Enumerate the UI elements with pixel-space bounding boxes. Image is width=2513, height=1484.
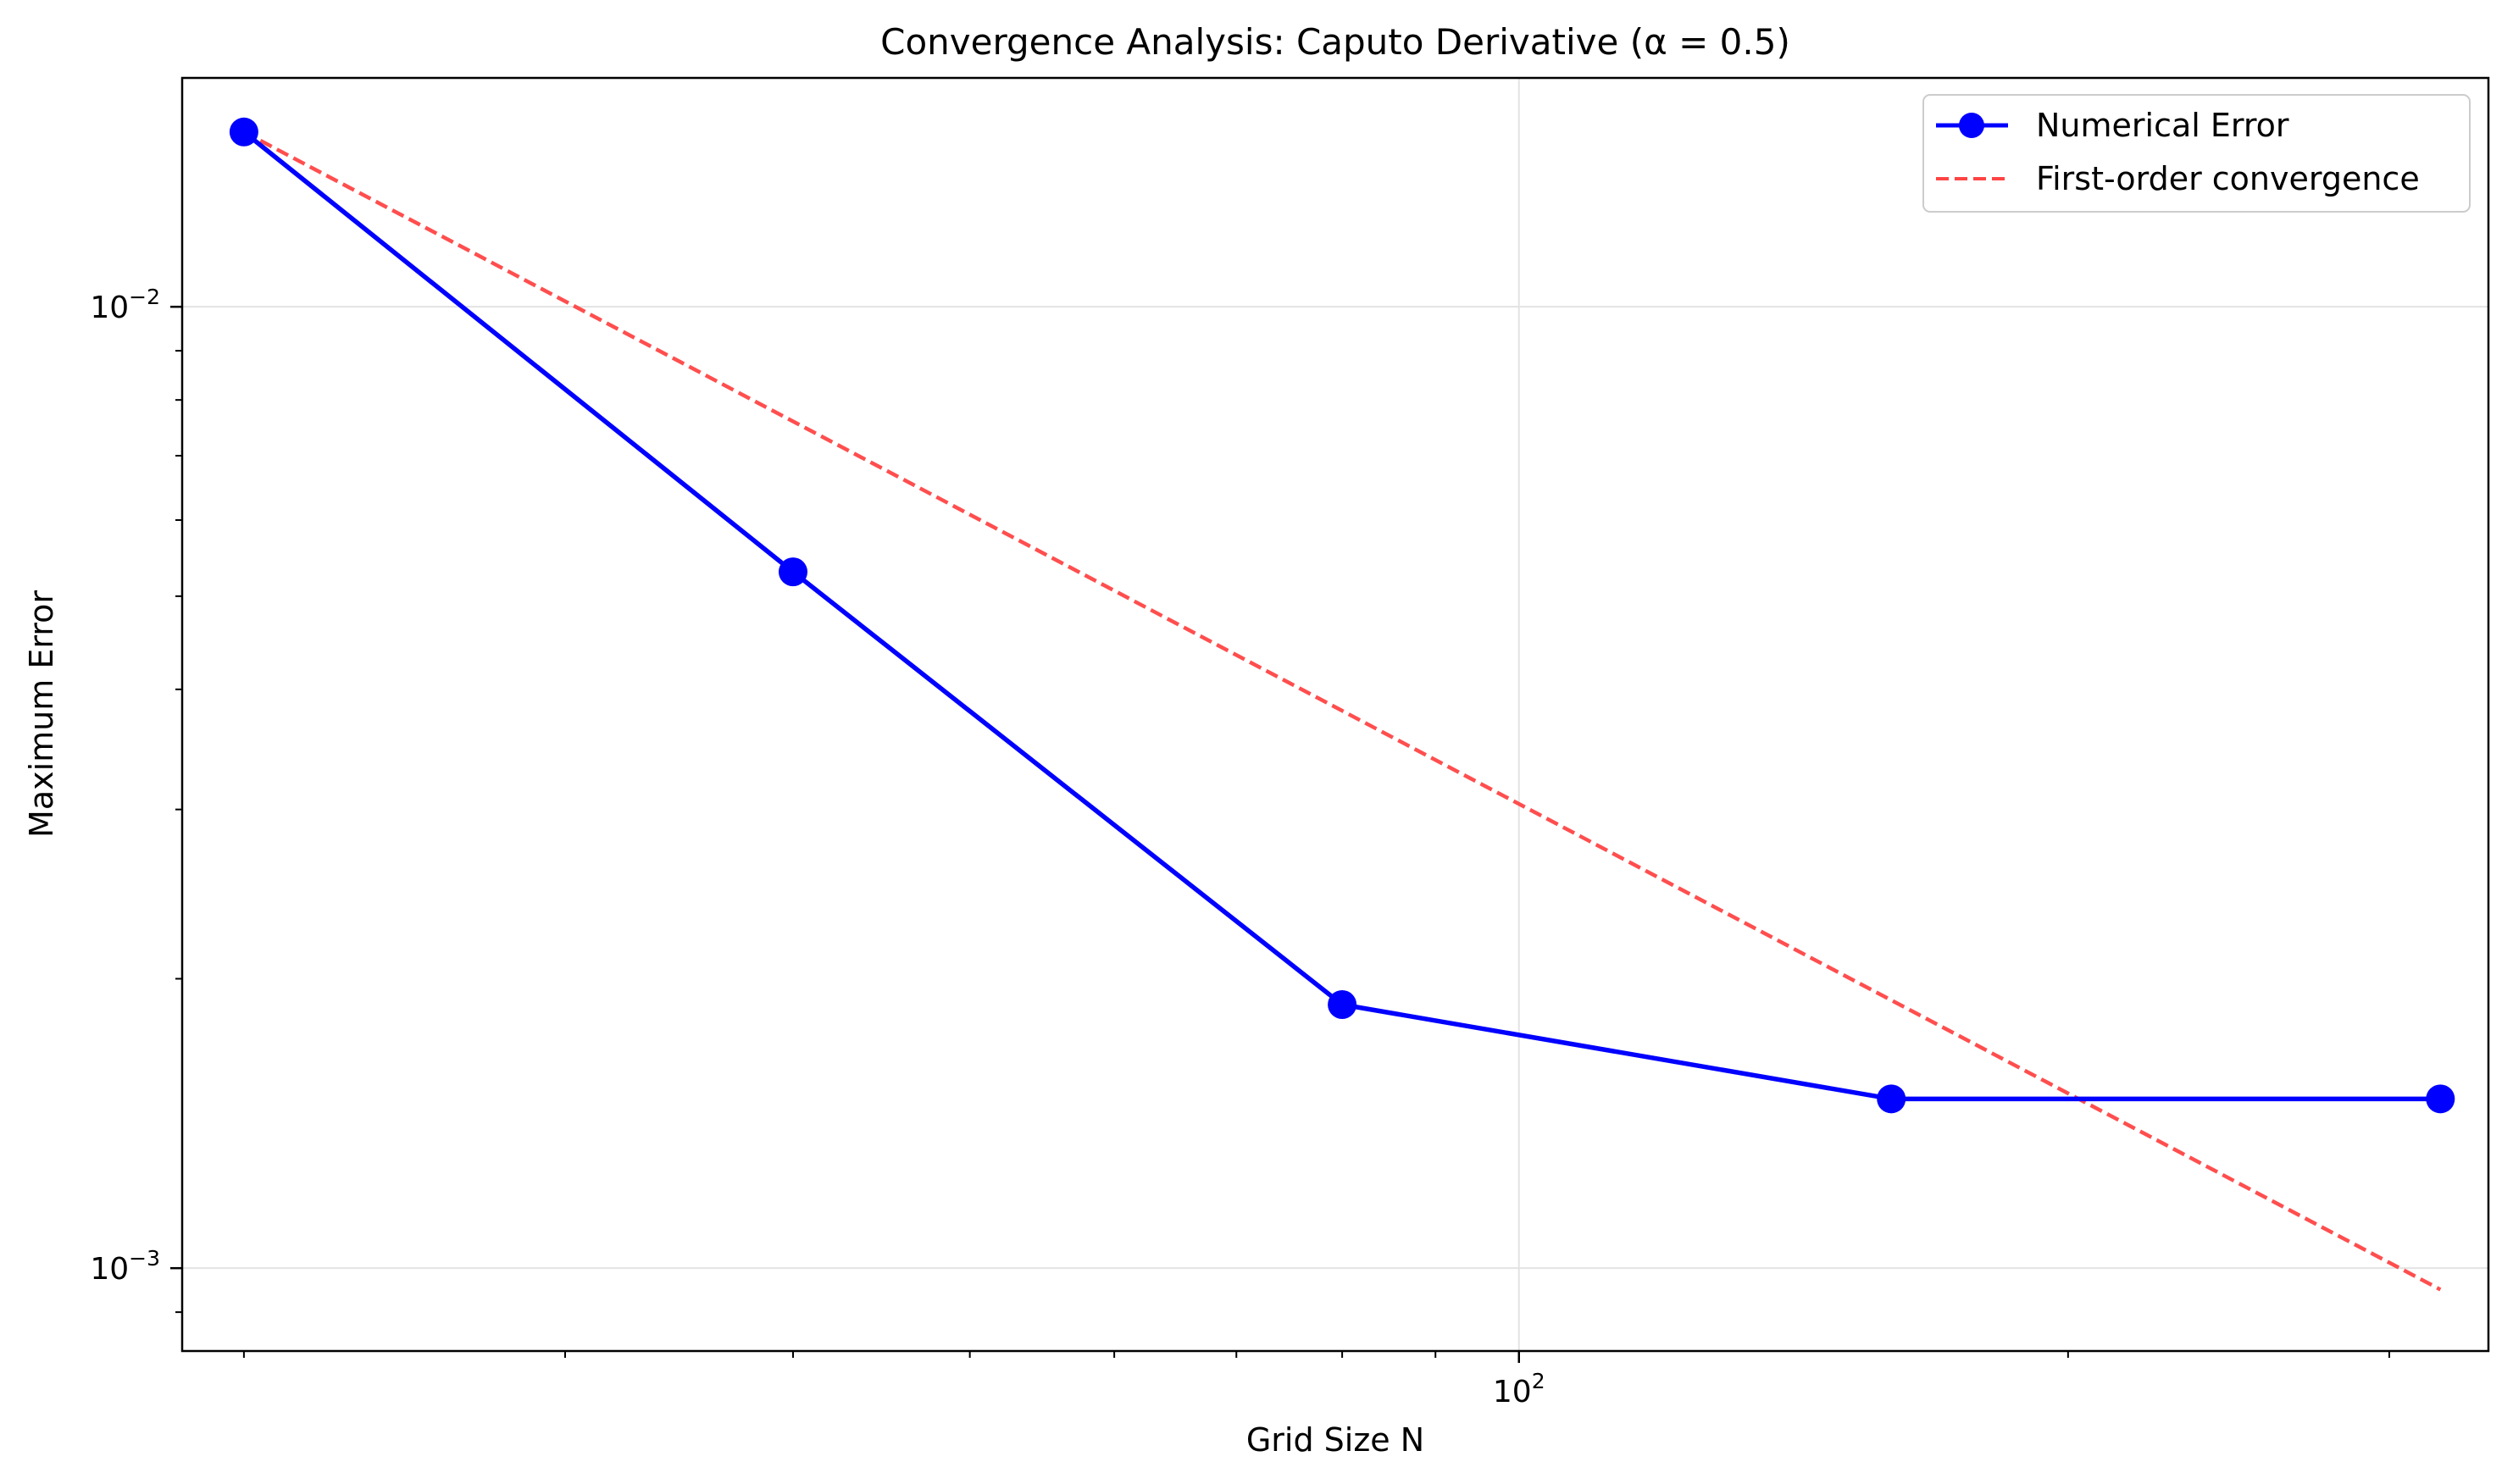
y-tick-label-0: 10−3 [90, 1246, 160, 1287]
y-tick-label-1: 10−2 [90, 285, 160, 325]
legend-marker-numerical [1959, 113, 1984, 138]
chart-title: Convergence Analysis: Caputo Derivative … [880, 21, 1790, 63]
y-axis-label: Maximum Error [23, 590, 60, 838]
plot-frame [180, 76, 2490, 1353]
grid-lines [182, 78, 2488, 1351]
plot-series [229, 117, 2455, 1292]
legend-label-first-order: First-order convergence [2036, 160, 2420, 197]
legend-label-numerical: Numerical Error [2036, 107, 2289, 144]
numerical-error-point-1 [779, 557, 808, 587]
numerical-error-point-0 [229, 117, 258, 147]
axis-ticks: 102 10−3 10−2 [90, 285, 2390, 1409]
x-tick-label-0: 102 [1493, 1369, 1545, 1409]
numerical-error-point-2 [1328, 990, 1357, 1020]
numerical-error-point-3 [1877, 1084, 1906, 1114]
legend: Numerical Error First-order convergence [1922, 94, 2471, 213]
legend-box [1922, 94, 2471, 213]
numerical-error-point-4 [2426, 1084, 2455, 1114]
x-axis-label: Grid Size N [1246, 1421, 1424, 1459]
